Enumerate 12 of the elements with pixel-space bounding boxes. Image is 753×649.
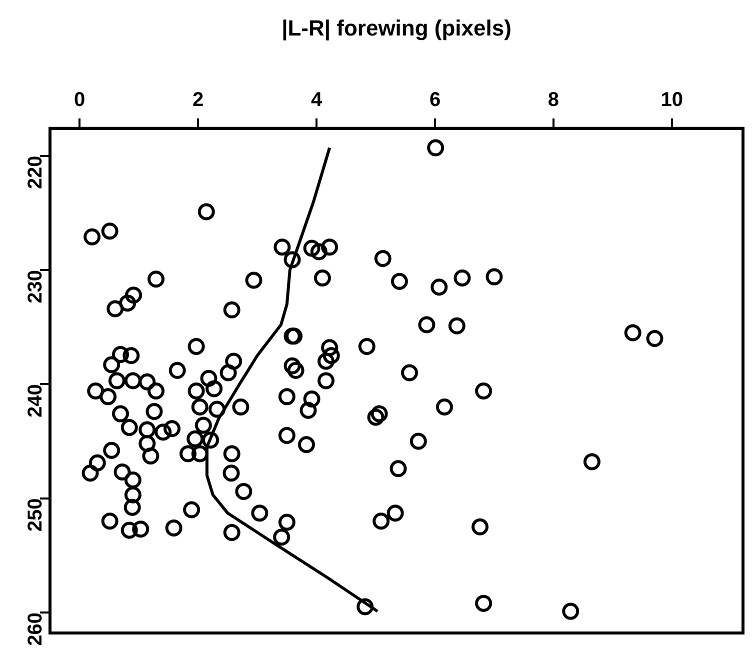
y-tick-label: 220 xyxy=(24,156,47,190)
y-tick-label: 250 xyxy=(24,498,47,532)
x-tick-label: 4 xyxy=(310,88,323,111)
x-tick-label: 10 xyxy=(660,88,684,111)
x-axis-title: |L-R| forewing (pixels) xyxy=(282,15,512,40)
x-tick-label: 2 xyxy=(192,88,204,111)
x-tick-label: 6 xyxy=(429,88,441,111)
x-tick-label: 0 xyxy=(74,88,86,111)
y-tick-label: 230 xyxy=(24,270,47,304)
y-tick-label: 260 xyxy=(24,612,47,646)
x-tick-label: 8 xyxy=(548,88,560,111)
y-tick-label: 240 xyxy=(24,384,47,418)
